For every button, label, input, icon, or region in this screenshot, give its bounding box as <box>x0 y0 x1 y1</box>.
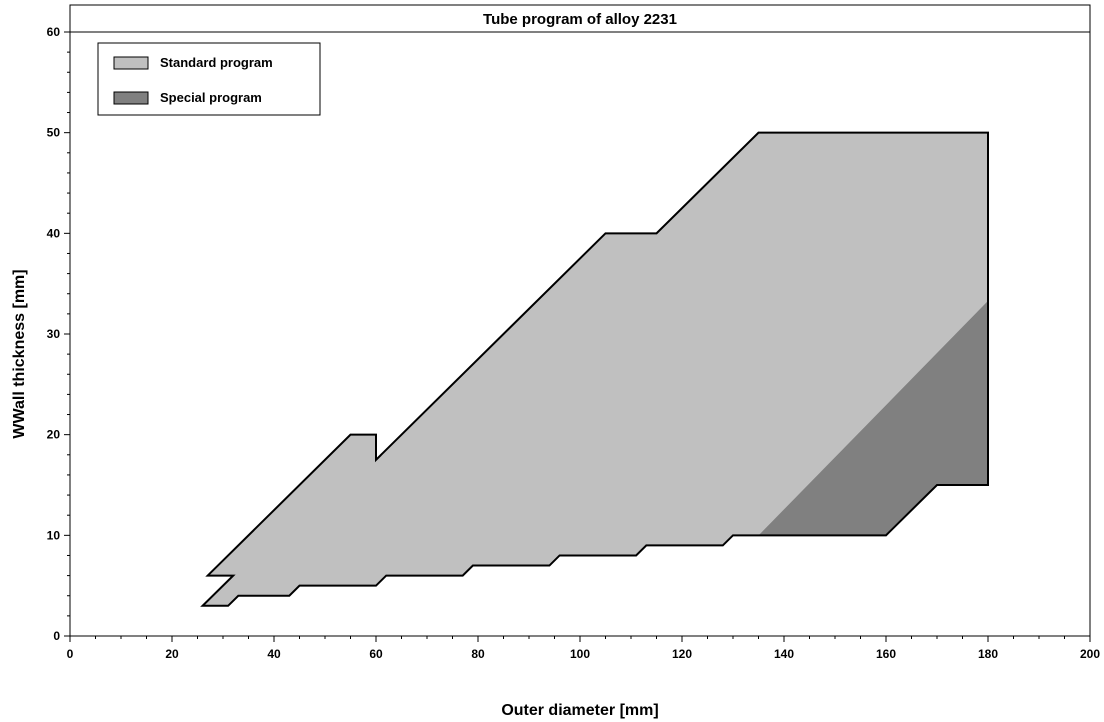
legend-swatch-special <box>113 91 149 105</box>
x-tick-label: 20 <box>165 647 179 661</box>
plot-area <box>200 131 989 607</box>
x-tick-label: 80 <box>471 647 485 661</box>
y-axis-title: WWall thickness [mm] <box>11 269 28 438</box>
y-tick-label: 30 <box>47 327 61 341</box>
y-tick-label: 20 <box>47 428 61 442</box>
x-tick-label: 100 <box>570 647 590 661</box>
y-tick-label: 60 <box>47 25 61 39</box>
program-outline <box>200 131 989 607</box>
series-area-standard <box>202 132 989 606</box>
y-tick-label: 10 <box>47 528 61 542</box>
legend-label-special: Special program <box>160 90 262 105</box>
x-tick-label: 0 <box>67 647 74 661</box>
y-tick-label: 0 <box>53 629 60 643</box>
x-tick-label: 180 <box>978 647 998 661</box>
legend-swatch-standard <box>113 56 149 70</box>
series-area-special <box>758 300 988 536</box>
y-tick-label: 50 <box>47 126 61 140</box>
x-tick-label: 200 <box>1080 647 1100 661</box>
legend-label-standard: Standard program <box>160 55 273 70</box>
chart-title: Tube program of alloy 2231 <box>483 11 677 28</box>
x-tick-label: 40 <box>267 647 281 661</box>
legend: Standard program Special program <box>97 42 321 116</box>
x-tick-label: 160 <box>876 647 896 661</box>
x-tick-label: 60 <box>369 647 383 661</box>
y-tick-label: 40 <box>47 226 61 240</box>
x-axis-title: Outer diameter [mm] <box>501 702 658 719</box>
x-tick-label: 120 <box>672 647 692 661</box>
x-tick-label: 140 <box>774 647 794 661</box>
axes: 0 20 40 60 80 100 120 140 160 180 200 0 10 20 30 40 50 60 <box>47 4 1100 661</box>
